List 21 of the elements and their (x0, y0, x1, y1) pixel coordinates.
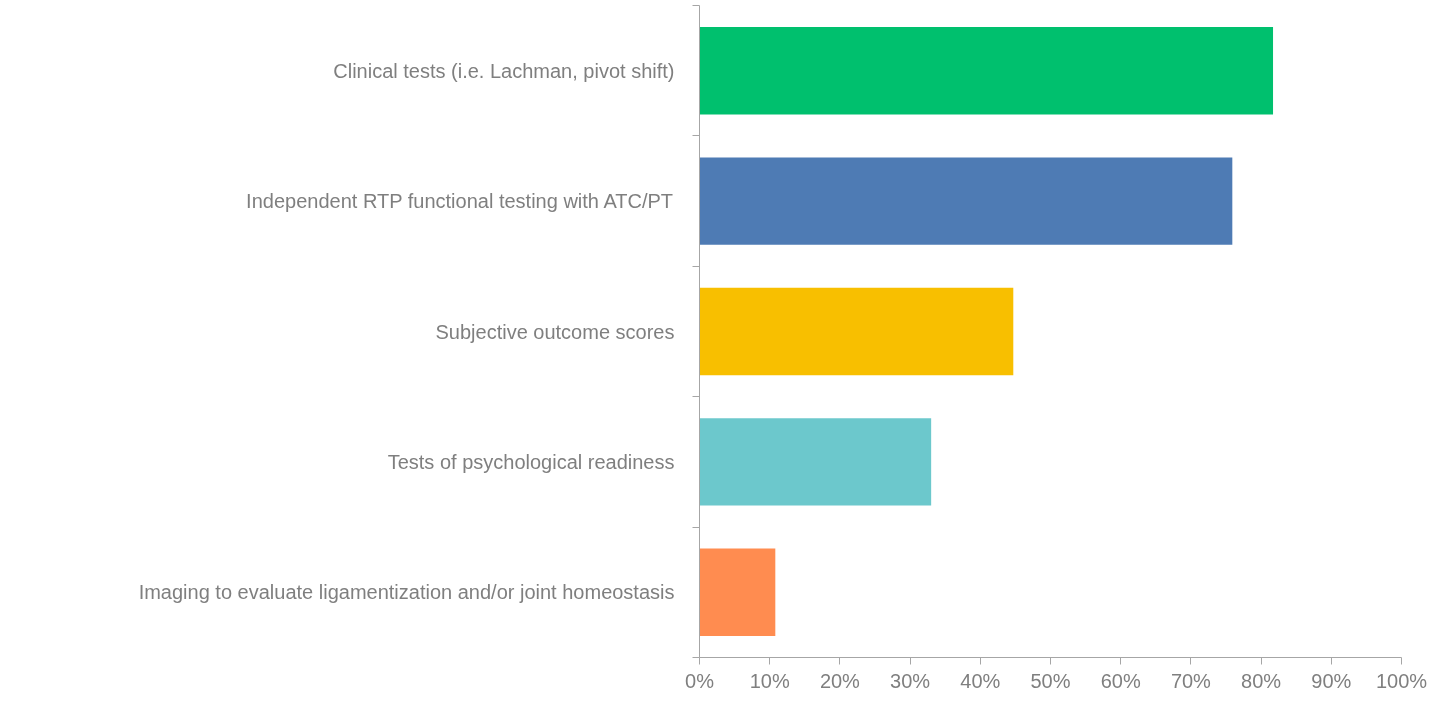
bar (699, 287, 1014, 376)
x-tick-label: 90% (1311, 669, 1352, 692)
y-tick-label: Subjective outcome scores (435, 320, 675, 343)
x-tick-label: 60% (1100, 669, 1141, 692)
x-tick-label: 40% (960, 669, 1001, 692)
x-tick-label: 100% (1375, 669, 1428, 692)
x-tick-label: 80% (1241, 669, 1282, 692)
x-tick-label: 50% (1030, 669, 1071, 692)
y-tick-label: Independent RTP functional testing with ATC/PT (246, 190, 674, 213)
x-tick-label: 20% (819, 669, 861, 692)
x-tick-label: 10% (749, 669, 790, 692)
bar (699, 27, 1274, 115)
bar (699, 157, 1233, 245)
y-tick-label: Clinical tests (i.e. Lachman, pivot shift) (333, 59, 675, 82)
x-tick-label: 30% (890, 669, 931, 692)
x-tick-label: 70% (1170, 669, 1212, 692)
bar (699, 418, 932, 506)
bar (699, 548, 776, 636)
y-tick-label: Imaging to evaluate ligamentization and/or joint homeostasis (138, 581, 675, 604)
x-tick-label: 0% (685, 669, 715, 692)
y-tick-label: Tests of psychological readiness (387, 450, 675, 473)
